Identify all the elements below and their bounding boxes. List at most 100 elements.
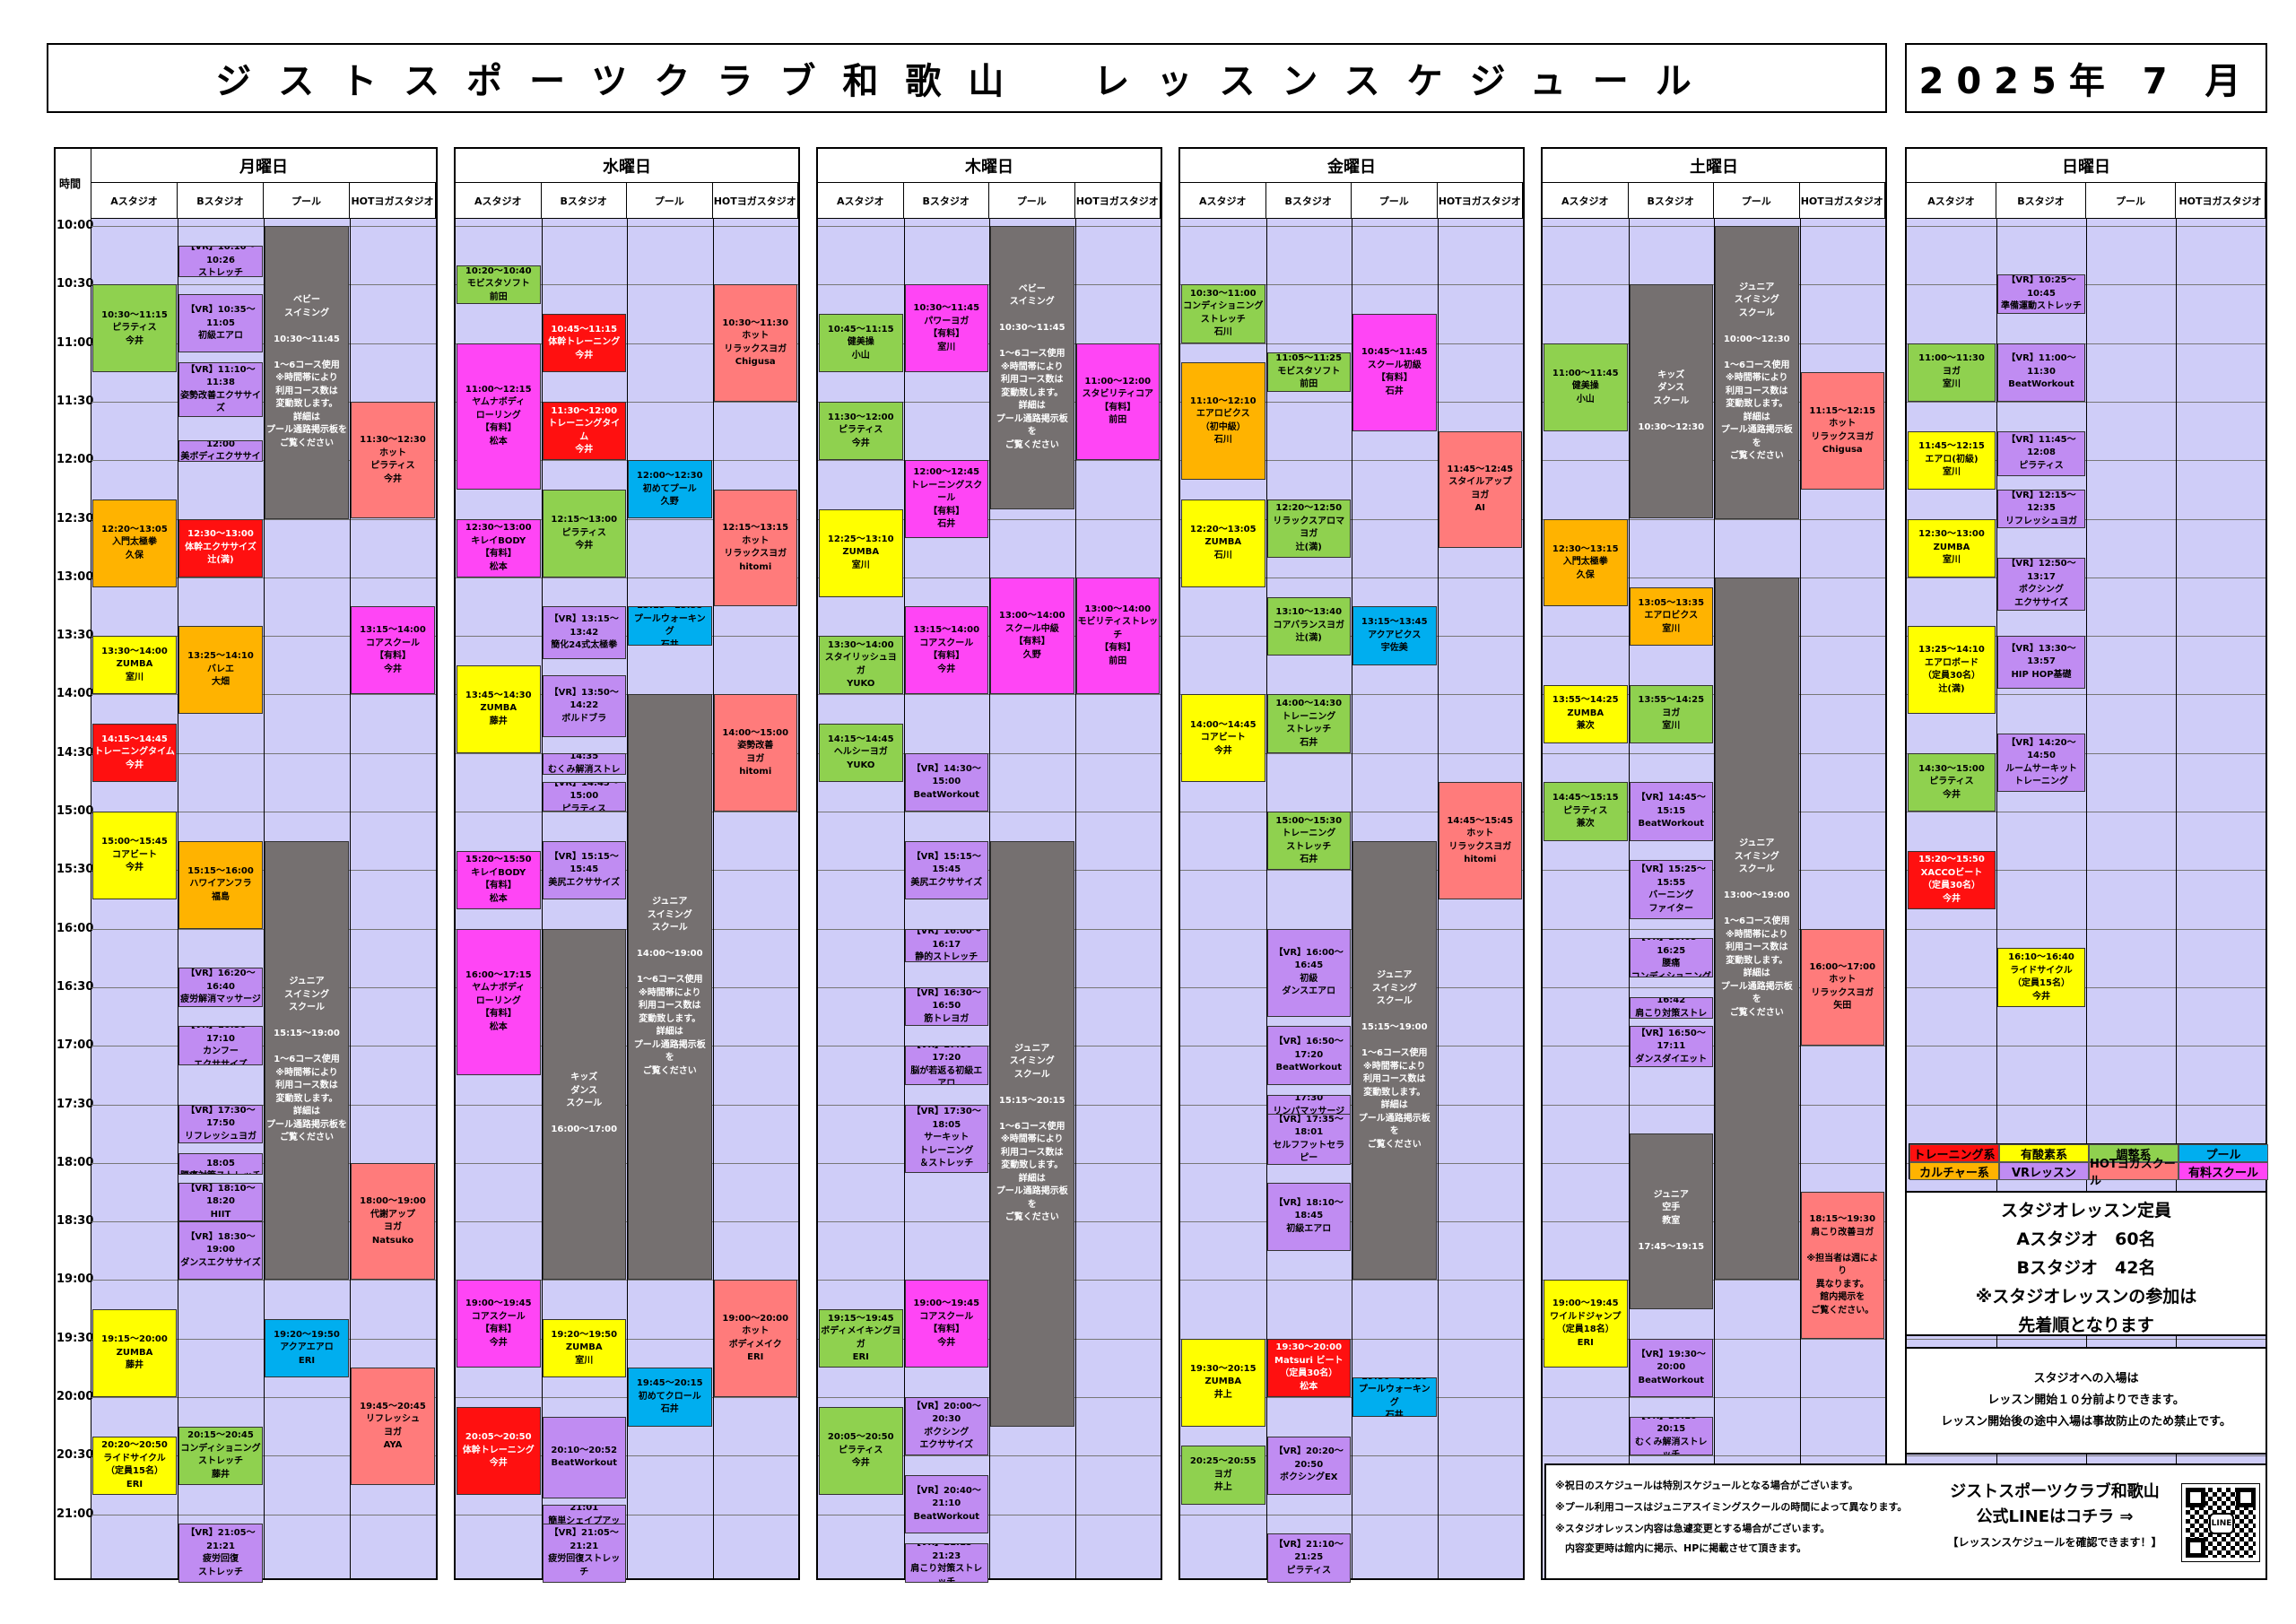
lesson-block[interactable]: 【VR】16:50～17:10 カンフー エクササイズ	[178, 1026, 263, 1065]
lesson-block[interactable]: 12:30～13:00 体幹エクササイズ 辻(満)	[178, 518, 263, 578]
lesson-block[interactable]: 【VR】13:30～13:57 HIP HOP基礎	[1997, 636, 2085, 689]
lesson-block[interactable]: 20:20～20:50 ライドサイクル （定員15名） ERI	[92, 1436, 177, 1495]
lesson-block[interactable]: 16:00～17:15 ヤムナボディ ローリング 【有料】 松本	[457, 928, 541, 1075]
lesson-block[interactable]: キッズ ダンス スクール 16:00～17:00	[542, 928, 626, 1281]
lesson-block[interactable]: 【VR】13:50～14:22 ボルドブラ	[542, 674, 626, 738]
lesson-block[interactable]: 19:45～20:15 初めてクロール 石井	[628, 1368, 712, 1427]
lesson-block[interactable]: 14:00～14:45 コアビート 今井	[1181, 694, 1265, 783]
lesson-block[interactable]: 13:15～14:00 コアスクール 【有料】 今井	[351, 606, 435, 695]
lesson-block[interactable]: 19:00～19:45 ワイルドジャンプ （定員18名） ERI	[1544, 1280, 1628, 1368]
lesson-block[interactable]: 14:45～15:45 ホット リラックスヨガ hitomi	[1438, 782, 1522, 899]
lesson-block[interactable]: 【VR】17:55～18:05 腰痛対策ストレッチ	[178, 1152, 263, 1175]
lesson-block[interactable]: 11:00～12:00 スタビリティコア 【有料】 前田	[1075, 343, 1160, 461]
lesson-block[interactable]: 【VR】11:50～12:00 美ボディエクササイズ	[178, 440, 263, 463]
lesson-block[interactable]: 13:25～14:10 エアロボード （定員30名） 辻(満)	[1908, 626, 1996, 715]
lesson-block[interactable]: 12:15～13:00 ピラティス 今井	[542, 489, 626, 578]
lesson-block[interactable]: 【VR】16:35～16:42 肩こり対策ストレッチ	[1629, 996, 1713, 1019]
lesson-block[interactable]: ベビー スイミング 10:30～11:45 1～6コース使用 ※時間帯により 利…	[265, 226, 349, 519]
lesson-block[interactable]: 13:45～14:30 ZUMBA 藤井	[457, 664, 541, 753]
lesson-block[interactable]: 19:20～19:50 ZUMBA 室川	[542, 1318, 626, 1378]
lesson-block[interactable]: 13:55～14:25 ヨガ 室川	[1629, 684, 1713, 743]
lesson-block[interactable]: 【VR】16:00～16:45 初級 ダンスエアロ	[1266, 928, 1351, 1017]
lesson-block[interactable]: 11:10～12:10 エアロビクス （初中級） 石川	[1181, 362, 1265, 480]
lesson-block[interactable]: 19:20～19:50 アクアエアロ ERI	[265, 1318, 349, 1378]
lesson-block[interactable]: 【VR】16:20～16:40 疲労解消マッサージ	[178, 968, 263, 1007]
lesson-block[interactable]: ジュニア スイミング スクール 14:00～19:00 1～6コース使用 ※時間…	[628, 694, 712, 1281]
lesson-block[interactable]: 11:05～11:25 モビスタソフト 前田	[1266, 352, 1351, 392]
lesson-block[interactable]: 【VR】21:10～21:25 ピラティス	[1266, 1533, 1351, 1583]
lesson-block[interactable]: 【VR】15:15～15:45 美尻エクササイズ	[904, 840, 988, 899]
lesson-block[interactable]: 20:15～20:45 コンディショニング ストレッチ 藤井	[178, 1426, 263, 1485]
lesson-block[interactable]: 【VR】20:40～21:10 BeatWorkout	[904, 1475, 988, 1534]
lesson-block[interactable]: 14:15～14:45 トレーニングタイム 今井	[92, 724, 177, 783]
lesson-block[interactable]: 13:15～13:35 プールウォーキング 石井	[628, 606, 712, 646]
lesson-block[interactable]: 11:30～12:00 トレーニングタイム 今井	[542, 401, 626, 461]
lesson-block[interactable]: 10:45～11:15 体幹トレーニング 今井	[542, 313, 626, 373]
lesson-block[interactable]: 11:45～12:45 スタイルアップ ヨガ AI	[1438, 430, 1522, 549]
lesson-block[interactable]: 10:30～11:15 ピラティス 今井	[92, 284, 177, 373]
lesson-block[interactable]: 13:55～14:25 ZUMBA 兼次	[1544, 684, 1628, 743]
lesson-block[interactable]: 【VR】19:30～20:00 BeatWorkout	[1629, 1338, 1713, 1397]
lesson-block[interactable]: 【VR】12:50～13:17 ボクシング エクササイズ	[1997, 558, 2085, 611]
lesson-block[interactable]: 10:30～11:00 コンディショニング ストレッチ 石川	[1181, 284, 1265, 343]
lesson-block[interactable]: 20:05～20:50 ピラティス 今井	[819, 1406, 903, 1495]
lesson-block[interactable]: 【VR】14:30～14:35 むくみ解消ストレッチ	[542, 752, 626, 775]
lesson-block[interactable]: 19:30～20:15 ZUMBA 井上	[1181, 1338, 1265, 1427]
lesson-block[interactable]: 【VR】18:30～19:00 ダンスエクササイズ	[178, 1221, 263, 1281]
lesson-block[interactable]: 【VR】21:05～21:21 疲労回復ストレッチ	[542, 1524, 626, 1583]
lesson-block[interactable]: 10:45～11:45 スクール初級 【有料】 石井	[1352, 313, 1437, 431]
lesson-block[interactable]: 15:20～15:50 XACCOビート （定員30名） 今井	[1908, 850, 1996, 909]
lesson-block[interactable]: 11:00～11:45 健美操 小山	[1544, 343, 1628, 431]
line-cta[interactable]: 公式LINEはコチラ ⇒	[1976, 1507, 2134, 1526]
lesson-block[interactable]: ジュニア スイミング スクール 15:15～20:15 1～6コース使用 ※時間…	[990, 840, 1074, 1427]
lesson-block[interactable]: 11:30～12:00 ピラティス 今井	[819, 401, 903, 461]
lesson-block[interactable]: 12:20～13:05 ZUMBA 石川	[1181, 499, 1265, 587]
lesson-block[interactable]: 18:15～19:30 肩こり改善ヨガ ※担当者は週により 異なります。 館内掲…	[1800, 1192, 1884, 1339]
lesson-block[interactable]: 【VR】11:45～12:08 ピラティス	[1997, 430, 2085, 476]
lesson-block[interactable]: 10:30～11:30 ホット リラックスヨガ Chigusa	[713, 284, 797, 402]
lesson-block[interactable]: 11:00～11:30 ヨガ 室川	[1908, 343, 1996, 402]
lesson-block[interactable]: 【VR】18:10～18:20 HIIT	[178, 1182, 263, 1222]
lesson-block[interactable]: 15:00～15:45 コアビート 今井	[92, 812, 177, 899]
lesson-block[interactable]: 【VR】17:30～18:05 サーキット トレーニング ＆ストレッチ	[904, 1104, 988, 1173]
lesson-block[interactable]: 19:00～19:45 コアスクール 【有料】 今井	[904, 1280, 988, 1368]
lesson-block[interactable]: 13:30～14:00 ZUMBA 室川	[92, 636, 177, 695]
lesson-block[interactable]: 【VR】16:30～16:50 筋トレヨガ	[904, 986, 988, 1027]
lesson-block[interactable]: ジュニア スイミング スクール 15:15～19:00 1～6コース使用 ※時間…	[1352, 840, 1437, 1281]
lesson-block[interactable]: 14:45～15:15 ピラティス 兼次	[1544, 782, 1628, 841]
lesson-block[interactable]: 【VR】15:25～15:55 バーニング ファイター	[1629, 860, 1713, 919]
lesson-block[interactable]: 【VR】20:00～20:30 ボクシング エクササイズ	[904, 1397, 988, 1456]
lesson-block[interactable]: 14:00～15:00 姿勢改善 ヨガ hitomi	[713, 694, 797, 812]
lesson-block[interactable]: 19:30～20:00 Matsuri ビート （定員30名） 松本	[1266, 1338, 1351, 1397]
lesson-block[interactable]: 12:30～13:00 キレイBODY 【有料】 松本	[457, 518, 541, 578]
lesson-block[interactable]: 11:45～12:15 エアロ(初級) 室川	[1908, 430, 1996, 490]
lesson-block[interactable]: 【VR】21:05～21:21 疲労回復 ストレッチ	[178, 1524, 263, 1583]
lesson-block[interactable]: 【VR】17:35～18:01 セルフフットセラピー	[1266, 1114, 1351, 1165]
lesson-block[interactable]: 13:10～13:40 コアバランスヨガ 辻(満)	[1266, 596, 1351, 656]
lesson-block[interactable]: 【VR】16:05～16:25 腰痛 コンディショニング	[1629, 938, 1713, 977]
lesson-block[interactable]: 20:10～20:52 BeatWorkout	[542, 1416, 626, 1499]
lesson-block[interactable]: ジュニア スイミング スクール 15:15～19:00 1～6コース使用 ※時間…	[265, 840, 349, 1281]
lesson-block[interactable]: 14:30～15:00 ピラティス 今井	[1908, 752, 1996, 812]
lesson-block[interactable]: 20:05～20:50 体幹トレーニング 今井	[457, 1406, 541, 1495]
lesson-block[interactable]: 【VR】11:00～11:30 BeatWorkout	[1997, 343, 2085, 402]
lesson-block[interactable]: 10:20～10:40 モビスタソフト 前田	[457, 265, 541, 305]
lesson-block[interactable]: 【VR】16:50～17:11 ダンスダイエット	[1629, 1026, 1713, 1068]
lesson-block[interactable]: 16:00～17:00 ホット リラックスヨガ 矢田	[1800, 928, 1884, 1046]
lesson-block[interactable]: 【VR】10:35～11:05 初級エアロ	[178, 294, 263, 353]
lesson-block[interactable]: 10:45～11:15 健美操 小山	[819, 313, 903, 373]
lesson-block[interactable]: 19:15～19:45 ボディメイキングヨガ ERI	[819, 1309, 903, 1368]
lesson-block[interactable]: 【VR】10:25～10:45 準備運動ストレッチ	[1997, 274, 2085, 314]
lesson-block[interactable]: 11:15～12:15 ホット リラックスヨガ Chigusa	[1800, 372, 1884, 490]
lesson-block[interactable]: 【VR】14:20～14:50 ルームサーキット トレーニング	[1997, 733, 2085, 793]
lesson-block[interactable]: 11:30～12:30 ホット ピラティス 今井	[351, 401, 435, 519]
lesson-block[interactable]: 【VR】18:10～18:45 初級エアロ	[1266, 1182, 1351, 1251]
lesson-block[interactable]: 13:25～14:10 バレエ 大畑	[178, 626, 263, 715]
lesson-block[interactable]: ジュニア 空手 教室 17:45～19:15	[1629, 1133, 1713, 1310]
lesson-block[interactable]: 12:30～13:00 ZUMBA 室川	[1908, 518, 1996, 578]
lesson-block[interactable]: 13:15～14:00 コアスクール 【有料】 今井	[904, 606, 988, 695]
lesson-block[interactable]: 【VR】15:15～15:45 美尻エクササイズ	[542, 840, 626, 899]
lesson-block[interactable]: 13:15～13:45 アクアビクス 宇佐美	[1352, 606, 1437, 665]
lesson-block[interactable]: 【VR】17:30～17:50 リフレッシュヨガ	[178, 1104, 263, 1144]
lesson-block[interactable]: 13:00～14:00 モビリティストレッチ 【有料】 前田	[1075, 577, 1160, 695]
